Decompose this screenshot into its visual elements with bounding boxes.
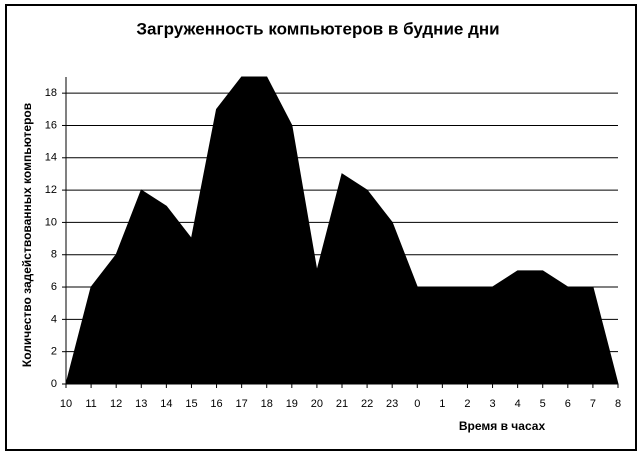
x-axis-label: Время в часах	[459, 419, 546, 433]
y-axis-label: Количество задействованных компьютеров	[20, 103, 34, 367]
x-tick-label: 2	[464, 398, 470, 410]
y-tick-label: 16	[45, 119, 57, 131]
x-tick-label: 18	[261, 398, 273, 410]
x-tick-label: 11	[85, 398, 96, 410]
x-tick-label: 7	[590, 398, 596, 410]
y-tick-label: 0	[51, 378, 57, 390]
y-tick-label: 2	[51, 346, 57, 358]
x-tick-label: 5	[540, 398, 546, 410]
y-tick-label: 10	[45, 216, 57, 228]
y-tick-label: 18	[45, 87, 57, 99]
x-tick-label: 4	[515, 398, 521, 410]
x-tick-label: 22	[361, 398, 373, 410]
x-tick-label: 1	[439, 398, 445, 410]
chart-title: Загруженность компьютеров в будние дни	[136, 19, 499, 38]
x-tick-label: 6	[565, 398, 571, 410]
x-tick-label: 20	[311, 398, 323, 410]
y-tick-label: 14	[45, 152, 57, 164]
y-tick-label: 6	[51, 281, 57, 293]
x-tick-label: 14	[160, 398, 172, 410]
x-tick-label: 15	[185, 398, 197, 410]
x-tick-label: 23	[386, 398, 398, 410]
x-tick-label: 10	[60, 398, 72, 410]
x-tick-label: 19	[286, 398, 298, 410]
x-tick-label: 12	[110, 398, 122, 410]
x-tick-label: 3	[489, 398, 495, 410]
y-tick-label: 12	[45, 184, 57, 196]
x-tick-label: 13	[135, 398, 147, 410]
y-tick-label: 4	[51, 313, 57, 325]
area	[65, 76, 619, 385]
x-tick-label: 16	[210, 398, 222, 410]
x-tick-label: 0	[414, 398, 420, 410]
x-tick-label: 21	[336, 398, 348, 410]
y-tick-label: 8	[51, 249, 57, 261]
x-tick-label: 17	[236, 398, 248, 410]
x-tick-label: 8	[615, 398, 621, 410]
